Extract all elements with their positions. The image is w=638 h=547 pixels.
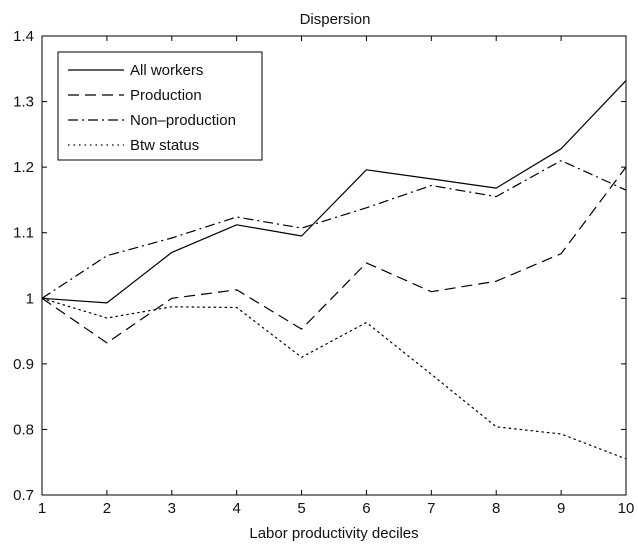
series-line-btw-status <box>41 297 627 460</box>
x-axis-label: Labor productivity deciles <box>249 525 418 542</box>
legend: All workers Production Non–production Btw s… <box>57 51 263 161</box>
x-tick-label: 2 <box>103 500 111 517</box>
y-tick-label: 0.7 <box>13 487 34 504</box>
legend-label: Btw status <box>130 137 199 154</box>
y-tick-label: 1.2 <box>13 159 34 176</box>
legend-label: All workers <box>130 62 203 79</box>
x-tick-label: 10 <box>618 500 635 517</box>
series-line-production <box>41 166 627 344</box>
x-tick-label: 8 <box>492 500 500 517</box>
y-tick-label: 0.9 <box>13 356 34 373</box>
x-tick-label: 1 <box>38 500 46 517</box>
x-tick-label: 3 <box>168 500 176 517</box>
y-tick-label: 1.1 <box>13 225 34 242</box>
axis-ticks: 1 2 3 4 5 6 7 8 9 10 0.7 0.8 0.9 1 1.1 1.2 1.3 1.4 <box>13 28 634 517</box>
x-tick-label: 5 <box>297 500 305 517</box>
chart-title: Dispersion <box>300 11 371 28</box>
x-tick-label: 9 <box>557 500 565 517</box>
x-tick-label: 7 <box>427 500 435 517</box>
series-layer <box>41 80 627 460</box>
series-line-all-workers <box>41 80 627 304</box>
y-tick-label: 0.8 <box>13 421 34 438</box>
y-tick-label: 1.3 <box>13 94 34 111</box>
legend-label: Production <box>130 87 202 104</box>
x-tick-label: 4 <box>232 500 240 517</box>
x-tick-label: 6 <box>362 500 370 517</box>
y-tick-label: 1.4 <box>13 28 34 45</box>
y-tick-label: 1 <box>26 290 34 307</box>
legend-label: Non–production <box>130 112 236 129</box>
